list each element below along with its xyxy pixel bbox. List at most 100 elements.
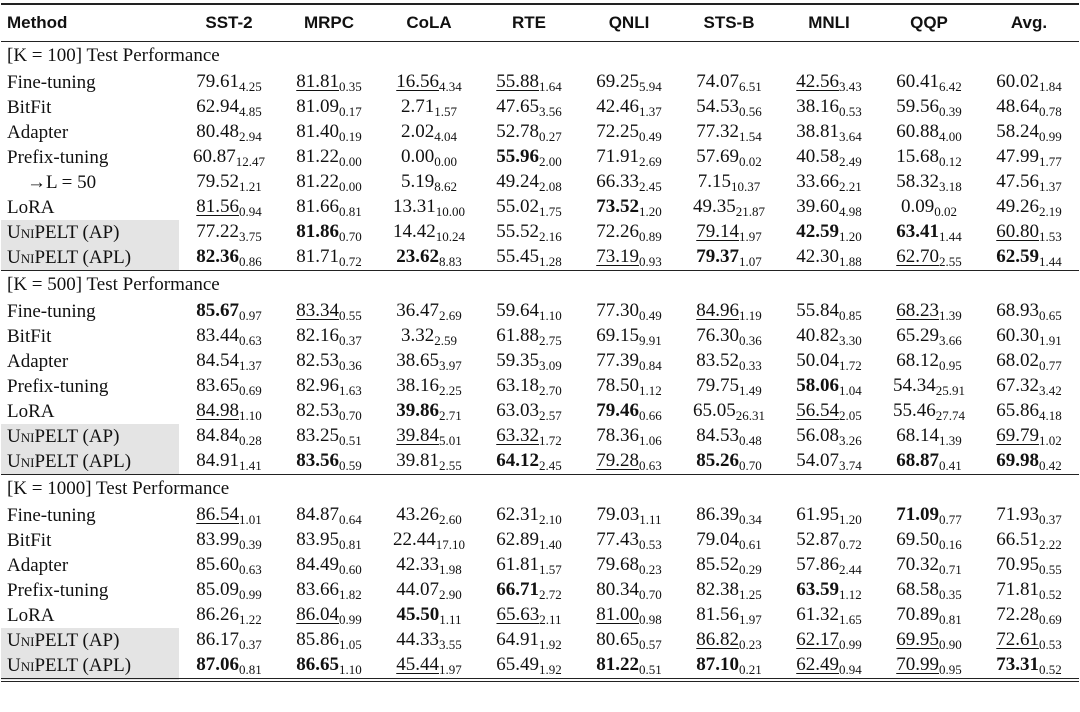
section-title: [K = 100] Test Performance bbox=[7, 45, 220, 66]
score-cell: 0.000.00 bbox=[379, 145, 479, 170]
section-row: [K = 1000] Test Performance bbox=[1, 474, 1079, 503]
method-name: UniPELT (APL) bbox=[1, 653, 179, 682]
score-std: 1.11 bbox=[639, 511, 662, 527]
score-value: 85.09 bbox=[196, 578, 239, 600]
score-value: 79.14 bbox=[696, 220, 739, 242]
score-value: 65.05 bbox=[693, 399, 736, 421]
score-value: 61.88 bbox=[496, 324, 539, 346]
score-cell: 3.322.59 bbox=[379, 324, 479, 349]
score-cell: 62.591.44 bbox=[979, 245, 1079, 271]
score-std: 0.78 bbox=[1039, 103, 1062, 119]
score-std: 1.37 bbox=[239, 357, 262, 373]
column-header: Method bbox=[1, 3, 179, 42]
score-cell: 50.041.72 bbox=[779, 349, 879, 374]
score-cell: 62.702.55 bbox=[879, 245, 979, 271]
score-value: 85.26 bbox=[696, 449, 739, 471]
score-cell: 85.861.05 bbox=[279, 628, 379, 653]
score-cell: 60.8712.47 bbox=[179, 145, 279, 170]
method-name: UniPELT (AP) bbox=[1, 424, 179, 449]
score-value: 67.32 bbox=[996, 374, 1039, 396]
score-value: 39.81 bbox=[396, 449, 439, 471]
score-std: 1.12 bbox=[639, 382, 662, 398]
score-std: 1.12 bbox=[839, 586, 862, 602]
score-std: 2.94 bbox=[239, 128, 262, 144]
score-cell: 72.280.69 bbox=[979, 603, 1079, 628]
score-cell: 86.040.99 bbox=[279, 603, 379, 628]
score-std: 0.00 bbox=[339, 153, 362, 169]
score-cell: 13.3110.00 bbox=[379, 195, 479, 220]
score-std: 0.77 bbox=[939, 511, 962, 527]
score-value: 69.25 bbox=[596, 70, 639, 92]
method-name: LoRA bbox=[7, 196, 55, 218]
score-std: 1.21 bbox=[239, 178, 262, 194]
score-value: 77.39 bbox=[596, 349, 639, 371]
score-std: 1.97 bbox=[439, 661, 462, 677]
score-cell: 69.500.16 bbox=[879, 528, 979, 553]
score-std: 1.98 bbox=[439, 561, 462, 577]
data-row: LoRA 81.560.94 81.660.81 13.3110.00 55.021.7… bbox=[1, 195, 1079, 220]
score-std: 1.11 bbox=[439, 611, 462, 627]
score-std: 1.63 bbox=[339, 382, 362, 398]
score-cell: 54.073.74 bbox=[779, 449, 879, 475]
score-value: 36.47 bbox=[396, 299, 439, 321]
score-cell: 39.604.98 bbox=[779, 195, 879, 220]
score-value: 84.49 bbox=[296, 553, 339, 575]
score-value: 33.66 bbox=[796, 170, 839, 192]
score-cell: 42.461.37 bbox=[579, 95, 679, 120]
score-value: 81.00 bbox=[596, 603, 639, 625]
score-std: 1.02 bbox=[1039, 432, 1062, 448]
score-value: 66.71 bbox=[496, 578, 539, 600]
score-cell: 83.340.55 bbox=[279, 299, 379, 324]
score-value: 78.36 bbox=[596, 424, 639, 446]
data-row: BitFit 62.944.85 81.090.17 2.711.57 47.653.5… bbox=[1, 95, 1079, 120]
score-value: 77.30 bbox=[596, 299, 639, 321]
data-row: UniPELT (AP) 77.223.75 81.860.70 14.4210.24… bbox=[1, 220, 1079, 245]
score-std: 0.63 bbox=[639, 457, 662, 473]
score-std: 0.12 bbox=[939, 153, 962, 169]
score-value: 70.32 bbox=[896, 553, 939, 575]
score-std: 1.77 bbox=[1039, 153, 1062, 169]
score-cell: 39.812.55 bbox=[379, 449, 479, 475]
score-cell: 16.564.34 bbox=[379, 70, 479, 95]
score-std: 3.42 bbox=[1039, 382, 1062, 398]
score-value: 71.91 bbox=[596, 145, 639, 167]
score-cell: 69.159.91 bbox=[579, 324, 679, 349]
score-cell: 70.990.95 bbox=[879, 653, 979, 682]
score-std: 1.19 bbox=[739, 307, 762, 323]
column-header: QQP bbox=[879, 3, 979, 42]
score-cell: 70.890.81 bbox=[879, 603, 979, 628]
score-cell: 79.371.07 bbox=[679, 245, 779, 271]
data-row: Prefix-tuning 60.8712.47 81.220.00 0.000.00… bbox=[1, 145, 1079, 170]
score-value: 81.22 bbox=[596, 653, 639, 675]
score-std: 3.55 bbox=[439, 636, 462, 652]
score-cell: 65.491.92 bbox=[479, 653, 579, 682]
score-std: 0.21 bbox=[739, 661, 762, 677]
score-cell: 68.120.95 bbox=[879, 349, 979, 374]
method-name: Adapter bbox=[7, 350, 69, 372]
score-cell: 55.021.75 bbox=[479, 195, 579, 220]
score-value: 49.24 bbox=[496, 170, 539, 192]
score-value: 42.59 bbox=[796, 220, 839, 242]
score-cell: 81.660.81 bbox=[279, 195, 379, 220]
score-std: 1.37 bbox=[1039, 178, 1062, 194]
score-cell: 47.561.37 bbox=[979, 170, 1079, 195]
score-cell: 0.090.02 bbox=[879, 195, 979, 220]
score-std: 1.01 bbox=[239, 511, 262, 527]
score-cell: 81.860.70 bbox=[279, 220, 379, 245]
score-value: 84.53 bbox=[696, 424, 739, 446]
score-value: 23.62 bbox=[396, 245, 439, 267]
score-std: 10.37 bbox=[731, 178, 761, 194]
score-cell: 79.460.66 bbox=[579, 399, 679, 424]
method-name: LoRA bbox=[7, 400, 55, 422]
score-value: 86.17 bbox=[196, 628, 239, 650]
score-cell: 63.321.72 bbox=[479, 424, 579, 449]
score-cell: 64.122.45 bbox=[479, 449, 579, 475]
score-value: 87.06 bbox=[196, 653, 239, 675]
score-cell: 81.710.72 bbox=[279, 245, 379, 271]
score-value: 77.43 bbox=[596, 528, 639, 550]
score-cell: 61.951.20 bbox=[779, 503, 879, 528]
score-cell: 83.560.59 bbox=[279, 449, 379, 475]
score-value: 82.16 bbox=[296, 324, 339, 346]
score-cell: 69.791.02 bbox=[979, 424, 1079, 449]
score-cell: 68.580.35 bbox=[879, 578, 979, 603]
